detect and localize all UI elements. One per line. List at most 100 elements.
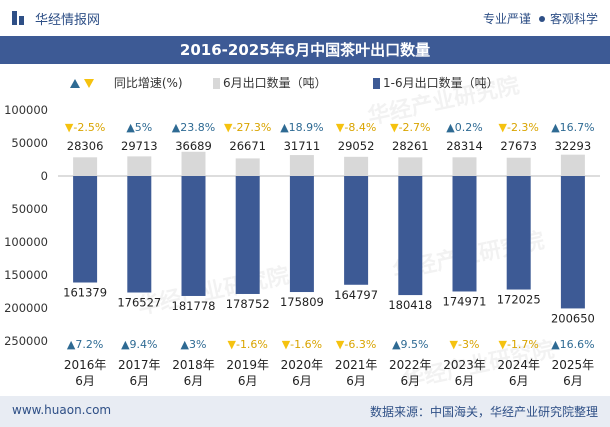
x-category-label: 2024年 6月 [497, 358, 540, 388]
y-tick-label: 50000 [11, 136, 48, 150]
legend-monthly-swatch [213, 78, 220, 89]
down-triangle-icon: ▼ [499, 338, 508, 351]
bar-cumulative [560, 176, 585, 309]
x-category-line: 6月 [129, 374, 149, 388]
monthly-yoy-value: 18.9% [289, 121, 324, 134]
cumulative-yoy-label: ▼-1.7% [499, 338, 539, 351]
x-category-line: 6月 [238, 374, 258, 388]
x-category-line: 6月 [563, 374, 583, 388]
cumulative-yoy-label: ▼-6.3% [336, 338, 376, 351]
y-tick-label: 50000 [11, 202, 48, 216]
cumulative-yoy-value: 16.6% [560, 338, 595, 351]
bar-cumulative [344, 176, 369, 285]
up-triangle-icon: ▲ [446, 121, 455, 134]
cumulative-yoy-label: ▲16.6% [551, 338, 594, 351]
cumulative-yoy-label: ▼-3% [450, 338, 480, 351]
monthly-value-label: 31711 [284, 139, 321, 153]
up-triangle-icon: ▲ [121, 338, 130, 351]
x-category-label: 2025年 6月 [552, 358, 595, 388]
cumulative-yoy-value: 9.5% [401, 338, 429, 351]
header-bar: 华经情报网 专业严谨 客观科学 [0, 0, 610, 36]
cumulative-value-label: 164797 [334, 288, 378, 302]
monthly-yoy-label: ▲0.2% [446, 121, 482, 134]
bar-cumulative [398, 176, 423, 296]
monthly-yoy-label: ▼-8.4% [336, 121, 376, 134]
cumulative-yoy-value: 7.2% [75, 338, 103, 351]
down-triangle-icon: ▼ [65, 121, 74, 134]
cumulative-yoy-value: -3% [458, 338, 479, 351]
monthly-yoy-label: ▲23.8% [172, 121, 215, 134]
monthly-yoy-value: -8.4% [344, 121, 376, 134]
monthly-value-label: 27673 [500, 139, 537, 153]
header-tags: 专业严谨 客观科学 [483, 10, 598, 27]
bar-cumulative [506, 176, 531, 290]
x-category-line: 2024年 [497, 358, 540, 372]
up-triangle-icon: ▲ [551, 338, 560, 351]
x-category-label: 2021年 6月 [335, 358, 378, 388]
bar-monthly [452, 157, 477, 176]
footer-site[interactable]: www.huaon.com [12, 403, 112, 417]
bar-monthly [73, 157, 98, 176]
monthly-yoy-value: -27.3% [232, 121, 271, 134]
monthly-yoy-label: ▲5% [126, 121, 152, 134]
bar-monthly [506, 157, 531, 176]
x-category-line: 2021年 [335, 358, 378, 372]
cumulative-value-label: 181778 [172, 299, 216, 313]
up-triangle-icon: ▲ [280, 121, 289, 134]
cumulative-yoy-label: ▼-1.6% [282, 338, 322, 351]
monthly-yoy-value: 0.2% [455, 121, 483, 134]
footer-source: 数据来源：中国海关，华经产业研究院整理 [369, 405, 598, 419]
monthly-yoy-label: ▼-2.3% [499, 121, 539, 134]
cumulative-yoy-value: -1.6% [290, 338, 322, 351]
logo-icon [12, 11, 26, 25]
bar-monthly [344, 156, 369, 176]
legend-yoy: 同比增速(%) [70, 74, 183, 91]
x-category-label: 2017年 6月 [118, 358, 161, 388]
x-category-line: 2017年 [118, 358, 161, 372]
down-triangle-icon: ▼ [450, 338, 459, 351]
bar-monthly [289, 155, 314, 176]
up-triangle-icon: ▲ [126, 121, 135, 134]
x-category-line: 2020年 [281, 358, 324, 372]
chart-title: 2016-2025年6月中国茶叶出口数量 [0, 36, 610, 64]
up-triangle-icon: ▲ [172, 121, 181, 134]
monthly-value-label: 36689 [175, 139, 212, 153]
x-category-line: 2025年 [552, 358, 595, 372]
x-category-line: 2018年 [172, 358, 215, 372]
x-category-label: 2018年 6月 [172, 358, 215, 388]
up-triangle-icon: ▲ [551, 121, 560, 134]
y-tick-label: 100000 [4, 235, 48, 249]
bar-monthly [181, 151, 206, 176]
cumulative-yoy-label: ▲3% [181, 338, 207, 351]
up-triangle-icon: ▲ [67, 338, 76, 351]
chart-canvas: 华经产业研究院华经产业研究院华经产业研究院华经产业研究院100000500000… [4, 72, 600, 394]
cumulative-value-label: 180418 [388, 298, 432, 312]
dot-icon [538, 16, 545, 22]
monthly-yoy-value: 5% [135, 121, 152, 134]
up-triangle-icon [70, 79, 80, 88]
monthly-yoy-value: 16.7% [560, 121, 595, 134]
x-category-line: 2019年 [226, 358, 269, 372]
down-triangle-icon: ▼ [336, 338, 345, 351]
footer-bar: www.huaon.com 数据来源：中国海关，华经产业研究院整理 [0, 396, 610, 427]
down-triangle-icon: ▼ [224, 121, 233, 134]
cumulative-yoy-value: -1.7% [507, 338, 539, 351]
x-category-line: 6月 [455, 374, 475, 388]
monthly-yoy-value: -2.7% [399, 121, 431, 134]
monthly-yoy-label: ▼-2.5% [65, 121, 105, 134]
x-category-line: 6月 [292, 374, 312, 388]
monthly-yoy-label: ▼-27.3% [224, 121, 271, 134]
x-category-label: 2019年 6月 [226, 358, 269, 388]
y-tick-label: 200000 [4, 301, 48, 315]
legend-cumulative-label: 1-6月出口数量（吨） [383, 76, 499, 90]
monthly-yoy-value: 23.8% [180, 121, 215, 134]
cumulative-value-label: 176527 [117, 296, 161, 310]
cumulative-yoy-label: ▲7.2% [67, 338, 103, 351]
cumulative-yoy-value: 9.4% [130, 338, 158, 351]
x-category-line: 6月 [509, 374, 529, 388]
cumulative-yoy-value: -6.3% [344, 338, 376, 351]
monthly-value-label: 32293 [555, 139, 592, 153]
bar-monthly [127, 156, 152, 176]
cumulative-yoy-label: ▲9.4% [121, 338, 157, 351]
legend-monthly: 6月出口数量（吨） [213, 74, 327, 91]
